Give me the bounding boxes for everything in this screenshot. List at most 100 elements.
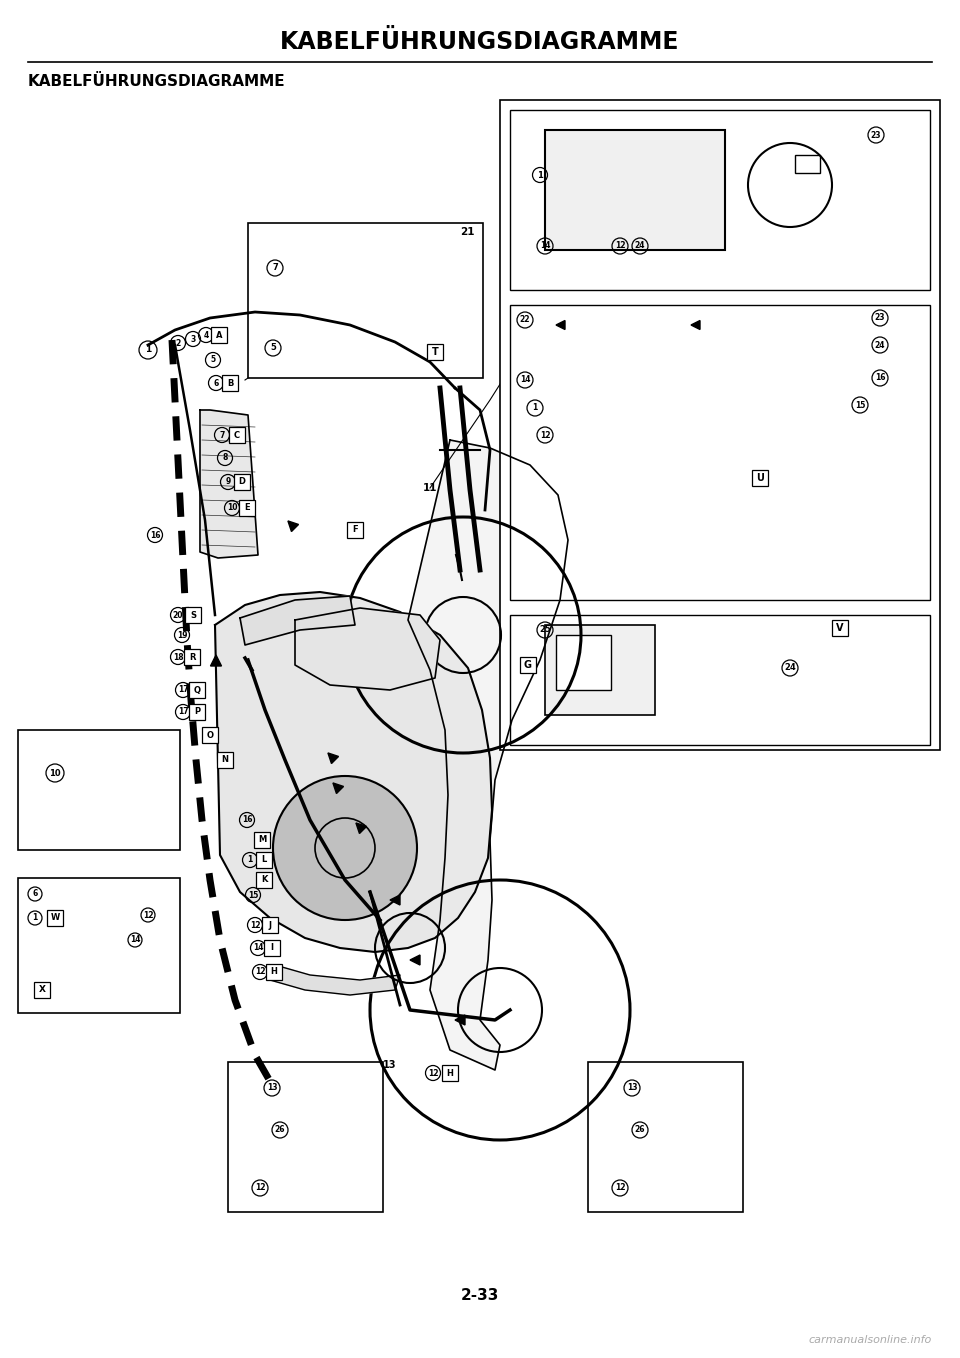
Text: 9: 9 <box>226 478 230 486</box>
Text: G: G <box>524 660 532 669</box>
Bar <box>256 851 272 868</box>
Text: L: L <box>261 856 267 865</box>
Text: C: C <box>234 430 240 440</box>
Bar <box>202 727 218 743</box>
Text: carmanualsonline.info: carmanualsonline.info <box>808 1335 932 1344</box>
Bar <box>18 731 180 850</box>
Bar <box>222 375 238 391</box>
Bar <box>556 636 611 690</box>
Text: 12: 12 <box>540 430 550 440</box>
Text: N: N <box>222 755 228 765</box>
Text: KABELFÜHRUNGSDIAGRAMME: KABELFÜHRUNGSDIAGRAMME <box>280 30 680 54</box>
Bar <box>510 615 930 746</box>
Text: 25: 25 <box>540 626 551 634</box>
Text: D: D <box>238 478 246 486</box>
Polygon shape <box>288 521 299 531</box>
Bar <box>545 625 655 716</box>
Polygon shape <box>410 955 420 966</box>
Bar <box>795 155 820 172</box>
Polygon shape <box>333 784 344 793</box>
Text: 16: 16 <box>875 373 885 383</box>
Text: 1: 1 <box>533 403 538 413</box>
Text: 14: 14 <box>540 242 550 250</box>
Bar <box>510 110 930 291</box>
Text: 5: 5 <box>270 344 276 353</box>
Text: 18: 18 <box>173 652 183 661</box>
Text: 22: 22 <box>519 315 530 325</box>
Bar <box>189 703 205 720</box>
Text: 14: 14 <box>252 944 263 952</box>
Polygon shape <box>295 608 440 690</box>
Circle shape <box>273 775 417 919</box>
Bar <box>262 917 278 933</box>
Text: J: J <box>269 921 272 929</box>
Bar <box>34 982 50 998</box>
Bar <box>248 223 483 378</box>
Text: A: A <box>216 330 223 340</box>
Text: 1: 1 <box>33 914 37 922</box>
Text: 10: 10 <box>227 504 237 512</box>
Text: 11: 11 <box>422 483 437 493</box>
Text: 23: 23 <box>875 314 885 322</box>
Text: 8: 8 <box>223 454 228 463</box>
Text: 24: 24 <box>784 664 796 672</box>
Text: 3: 3 <box>190 334 196 344</box>
Text: U: U <box>756 473 764 483</box>
Text: 15: 15 <box>854 401 865 410</box>
Text: T: T <box>432 348 439 357</box>
Bar <box>239 500 255 516</box>
Text: 24: 24 <box>635 242 645 250</box>
Polygon shape <box>455 1014 465 1025</box>
Text: 2-33: 2-33 <box>461 1287 499 1302</box>
Text: 21: 21 <box>460 227 474 238</box>
Text: 12: 12 <box>614 1184 625 1192</box>
Text: 23: 23 <box>871 130 881 140</box>
Polygon shape <box>215 592 492 952</box>
Text: X: X <box>38 986 45 994</box>
Text: W: W <box>50 914 60 922</box>
Text: 12: 12 <box>250 921 260 929</box>
Text: R: R <box>189 652 195 661</box>
Text: I: I <box>271 944 274 952</box>
Bar <box>228 1062 383 1211</box>
Bar <box>184 649 200 665</box>
Bar <box>264 940 280 956</box>
Text: 1: 1 <box>248 856 252 865</box>
Polygon shape <box>408 440 568 1070</box>
Text: 12: 12 <box>614 242 625 250</box>
Bar <box>588 1062 743 1211</box>
Bar <box>254 832 270 847</box>
Bar <box>189 682 205 698</box>
Text: 15: 15 <box>248 891 258 899</box>
Text: 6: 6 <box>33 889 37 899</box>
Bar <box>832 621 848 636</box>
Text: 12: 12 <box>254 1184 265 1192</box>
Bar <box>185 607 201 623</box>
Text: E: E <box>244 504 250 512</box>
Text: F: F <box>352 526 358 535</box>
Text: 26: 26 <box>635 1126 645 1134</box>
Bar <box>442 1065 458 1081</box>
Text: KABELFÜHRUNGSDIAGRAMME: KABELFÜHRUNGSDIAGRAMME <box>28 75 286 90</box>
Text: 7: 7 <box>219 430 225 440</box>
Bar <box>347 521 363 538</box>
Text: S: S <box>190 611 196 619</box>
Text: 17: 17 <box>178 708 188 717</box>
Text: 12: 12 <box>143 910 154 919</box>
Text: H: H <box>271 967 277 976</box>
Text: 13: 13 <box>383 1061 396 1070</box>
Text: 17: 17 <box>178 686 188 694</box>
Text: 12: 12 <box>254 967 265 976</box>
Bar <box>545 130 725 250</box>
Polygon shape <box>390 895 400 904</box>
Text: M: M <box>258 835 266 845</box>
Text: B: B <box>227 379 233 387</box>
Bar <box>229 426 245 443</box>
Polygon shape <box>240 596 355 645</box>
Text: 1: 1 <box>145 345 151 354</box>
Text: 7: 7 <box>272 263 277 273</box>
Text: 4: 4 <box>204 330 208 340</box>
Polygon shape <box>210 655 222 665</box>
Text: Q: Q <box>194 686 201 694</box>
Bar <box>256 872 272 888</box>
